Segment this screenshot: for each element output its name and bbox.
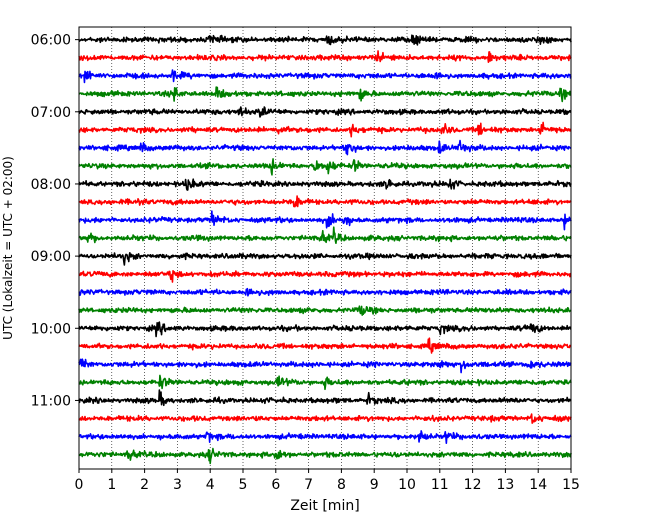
trace-0645 [78,86,572,103]
x-tick-label-13: 13 [496,477,514,493]
x-tick-label-8: 8 [337,477,346,493]
x-tick-label-6: 6 [271,477,280,493]
trace-0630 [78,69,572,84]
y-tick-label-0800: 08:00 [31,177,71,193]
x-tick-label-1: 1 [107,477,116,493]
trace-0730 [78,139,572,156]
y-axis-ticks: 06:00 07:00 08:00 09:00 10:00 11:00 [31,33,79,409]
y-axis-label: UTC (Lokalzeit = UTC + 02:00) [1,156,15,340]
x-tick-label-12: 12 [464,477,482,493]
x-axis-ticks: 0 1 2 3 4 5 6 7 8 9 10 11 12 13 14 15 [75,469,580,493]
x-tick-label-2: 2 [140,477,149,493]
trace-0700 [78,106,572,118]
seismic-traces [78,34,572,465]
y-tick-label-1100: 11:00 [31,393,71,409]
trace-0745 [78,158,572,176]
y-tick-label-0600: 06:00 [31,33,71,49]
x-tick-label-7: 7 [304,477,313,493]
trace-1015 [78,337,572,354]
trace-0830 [78,210,572,231]
x-tick-label-15: 15 [562,477,580,493]
trace-1045 [78,374,572,391]
trace-1030 [78,358,572,374]
x-tick-label-3: 3 [173,477,182,493]
y-tick-label-0900: 09:00 [31,249,71,265]
x-tick-label-5: 5 [239,477,248,493]
x-tick-label-11: 11 [431,477,449,493]
trace-0900 [78,251,572,266]
trace-0600 [78,34,572,46]
y-tick-label-1000: 10:00 [31,321,71,337]
x-tick-label-4: 4 [206,477,215,493]
trace-1100 [78,389,572,407]
x-tick-label-9: 9 [370,477,379,493]
trace-0800 [78,178,572,191]
x-tick-label-14: 14 [529,477,547,493]
trace-0915 [78,270,572,283]
trace-0615 [78,50,572,64]
trace-1000 [78,321,572,338]
x-tick-label-0: 0 [75,477,84,493]
trace-1145 [78,447,572,465]
y-tick-label-0700: 07:00 [31,105,71,121]
x-axis-label: Zeit [min] [290,498,359,514]
trace-0715 [78,121,572,138]
trace-0945 [78,305,572,316]
trace-0845 [78,226,572,245]
plot-frame [78,26,572,470]
x-tick-label-10: 10 [398,477,416,493]
trace-0815 [78,195,572,208]
trace-1130 [78,430,572,445]
trace-0930 [78,287,572,297]
trace-1115 [78,413,572,424]
